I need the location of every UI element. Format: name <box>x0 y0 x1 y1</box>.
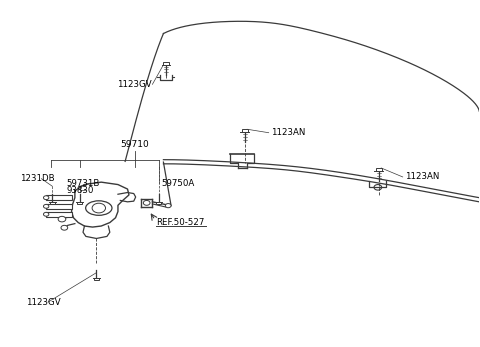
Text: 1123GV: 1123GV <box>117 80 152 89</box>
Text: REF.50-527: REF.50-527 <box>156 218 204 227</box>
Bar <box>77 202 82 204</box>
Text: 59710: 59710 <box>120 140 149 149</box>
Bar <box>50 202 55 204</box>
Text: 1123AN: 1123AN <box>405 172 440 181</box>
Bar <box>163 62 168 65</box>
Bar <box>46 195 72 201</box>
Text: 1231DB: 1231DB <box>20 174 54 183</box>
Text: 93830: 93830 <box>67 186 94 195</box>
Circle shape <box>61 225 68 230</box>
Circle shape <box>58 217 66 222</box>
Text: 1123GV: 1123GV <box>26 298 60 306</box>
Bar <box>46 212 72 217</box>
Circle shape <box>44 212 49 216</box>
Text: 59750A: 59750A <box>161 179 194 188</box>
Circle shape <box>44 204 49 208</box>
Bar <box>94 278 99 280</box>
Bar <box>156 202 161 204</box>
Text: 59731B: 59731B <box>67 179 100 188</box>
Text: 1123AN: 1123AN <box>271 128 305 137</box>
Circle shape <box>165 204 171 208</box>
Bar <box>376 168 382 171</box>
Bar <box>46 204 72 209</box>
Bar <box>242 129 248 132</box>
Circle shape <box>44 196 49 200</box>
